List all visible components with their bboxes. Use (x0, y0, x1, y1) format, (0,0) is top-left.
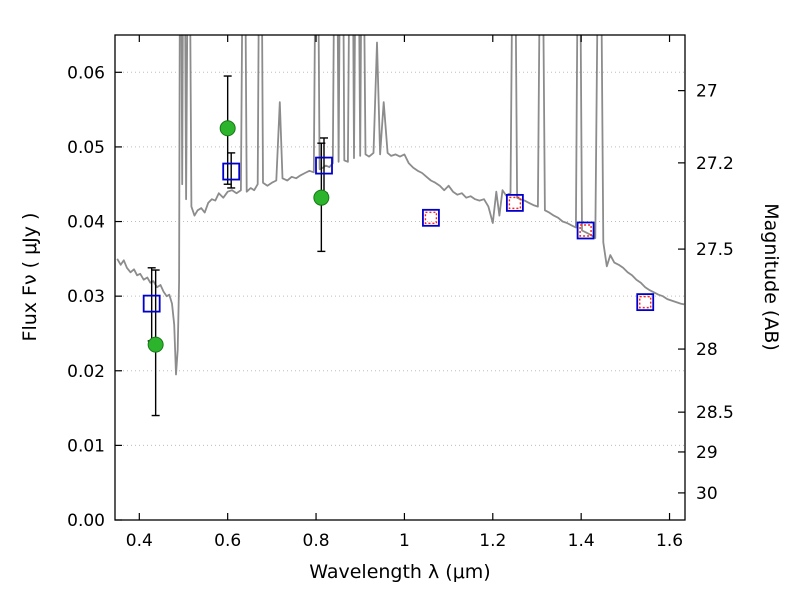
x-tick-label: 0.6 (214, 531, 241, 551)
y-tick-label-left: 0.02 (67, 362, 105, 382)
y-tick-label-left: 0.00 (67, 511, 105, 531)
y-axis-label-right: Magnitude (AB) (760, 203, 782, 351)
x-tick-label: 0.4 (126, 531, 153, 551)
y-tick-label-right: 30 (696, 484, 718, 504)
x-tick-label: 1.6 (656, 531, 683, 551)
dotted-square-marker (508, 196, 522, 210)
y-tick-label-right: 27.2 (696, 154, 734, 174)
plot-frame (114, 34, 686, 521)
open-square-marker (505, 193, 524, 212)
model-spectrum-line (116, 35, 685, 376)
open-square-marker (422, 208, 440, 227)
y-tick-label-left: 0.05 (67, 138, 105, 158)
filled-circle-marker (147, 336, 164, 353)
dotted-square-marker (639, 295, 652, 309)
filled-circle-marker (313, 189, 330, 206)
y-tick-label-right: 29 (696, 443, 718, 463)
x-tick-label: 1.4 (568, 531, 595, 551)
dotted-square-marker (424, 211, 438, 225)
open-square-marker (142, 294, 161, 313)
y-tick-label-right: 27.5 (696, 240, 734, 260)
open-square-marker (576, 221, 595, 240)
open-square-marker (636, 293, 655, 312)
y-axis-label-left: Flux Fν ( μJy ) (19, 213, 41, 342)
plot-area: 0.4 0.6 0.8 1 1.2 1.4 1.6 0.00 0.01 0.02 0.03 0.04 0… (67, 34, 734, 551)
y-tick-label-right: 28.5 (696, 403, 734, 423)
x-tick-label: 1.2 (479, 531, 506, 551)
y-tick-label-right: 27 (696, 82, 718, 102)
x-tick-label: 1 (399, 531, 410, 551)
y-tick-label-left: 0.03 (67, 287, 105, 307)
x-axis-label: Wavelength λ (μm) (309, 561, 490, 583)
y-tick-label-left: 0.04 (67, 213, 105, 233)
y-tick-label-right: 28 (696, 340, 718, 360)
filled-circle-marker (219, 120, 236, 137)
open-square-marker (315, 156, 333, 175)
dotted-square-marker (579, 224, 592, 237)
x-tick-label: 0.8 (303, 531, 330, 551)
open-square-marker (222, 162, 241, 181)
y-tick-label-left: 0.06 (67, 63, 105, 83)
y-tick-label-left: 0.01 (67, 436, 105, 456)
